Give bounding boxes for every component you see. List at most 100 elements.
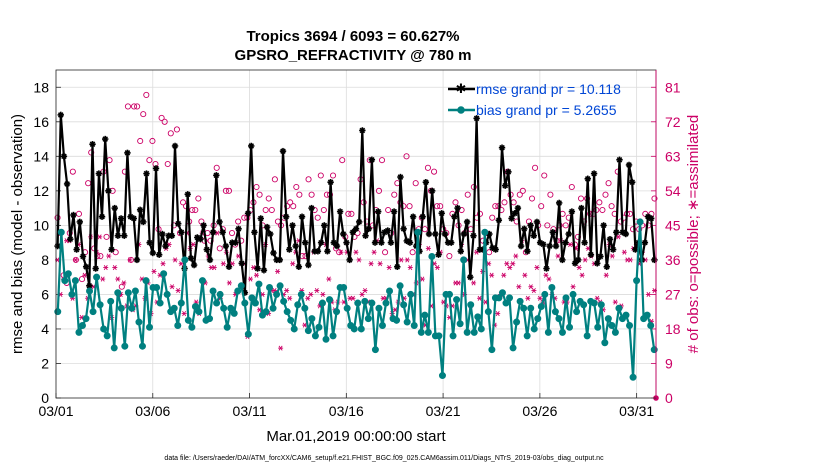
rmse-point — [222, 242, 230, 250]
obs-assimilated-marker — [645, 291, 651, 297]
asterisk-stroke — [182, 311, 187, 317]
obs-assimilated-marker — [425, 245, 431, 251]
y-tick-label: 8 — [41, 252, 49, 268]
star-stroke — [184, 191, 191, 198]
obs-assimilated-marker — [570, 284, 576, 290]
bias-point — [551, 308, 559, 316]
asterisk-stroke — [305, 295, 310, 301]
rmse-point — [146, 239, 153, 246]
rmse-point — [133, 256, 141, 264]
asterisk-stroke — [260, 291, 265, 297]
bias-point — [456, 320, 464, 328]
asterisk-stroke — [420, 276, 425, 282]
rmse-point — [270, 249, 277, 257]
bias-point — [594, 323, 602, 331]
bias-point — [322, 335, 330, 343]
star-stroke — [432, 231, 439, 237]
star-stroke — [384, 227, 391, 234]
obs-assimilated-marker — [579, 272, 585, 278]
legend-bias-marker — [457, 106, 465, 114]
obs-possible-marker — [516, 191, 523, 198]
asterisk-stroke — [546, 276, 551, 282]
rmse-point — [130, 215, 137, 222]
asterisk-stroke — [170, 284, 175, 290]
star-stroke — [629, 179, 635, 186]
rmse-point — [197, 235, 204, 243]
star-stroke — [632, 246, 639, 253]
rmse-point — [597, 253, 604, 260]
asterisk-stroke — [393, 307, 398, 313]
obs-assimilated-marker — [190, 241, 196, 248]
star-stroke — [454, 205, 461, 211]
obs-assimilated-marker — [615, 234, 621, 240]
rmse-point — [171, 142, 179, 150]
rmse-point — [457, 248, 464, 255]
bias-point — [206, 315, 214, 323]
asterisk-stroke — [251, 265, 256, 271]
star-stroke — [372, 239, 378, 246]
asterisk-stroke — [571, 284, 576, 290]
legend-rmse-marker: ✱ — [456, 81, 467, 96]
obs-possible-marker — [492, 203, 499, 210]
star-stroke — [623, 231, 629, 237]
rmse-point — [387, 239, 395, 246]
star-stroke — [105, 188, 112, 194]
obs-assimilated-marker — [97, 234, 103, 240]
rmse-point — [578, 204, 585, 212]
obs-assimilated-marker — [434, 265, 440, 271]
asterisk-stroke — [577, 265, 582, 271]
bias-point — [100, 325, 108, 333]
bias-point — [350, 325, 358, 333]
star-stroke — [489, 245, 496, 251]
obs-assimilated-marker — [247, 276, 253, 282]
rmse-point — [511, 210, 518, 217]
obs-assimilated-marker — [510, 261, 516, 267]
bias-point — [318, 299, 326, 307]
bias-point — [138, 342, 146, 350]
x-axis-label: Mar.01,2019 00:00:00 start — [266, 428, 446, 445]
bias-point — [558, 328, 566, 336]
obs-possible-marker — [271, 176, 278, 183]
star-stroke — [277, 257, 283, 263]
rmse-point — [73, 246, 80, 253]
star-stroke — [264, 224, 270, 230]
star-stroke — [315, 248, 321, 255]
asterisk-stroke — [354, 249, 358, 255]
obs-assimilated-marker — [211, 265, 217, 271]
rmse-point — [60, 153, 68, 160]
asterisk-stroke — [203, 280, 208, 286]
obs-possible-marker — [501, 199, 508, 206]
obs-assimilated-marker — [471, 280, 477, 286]
bias-point — [460, 256, 468, 264]
obs-assimilated-marker — [254, 272, 260, 278]
bias-point — [304, 327, 312, 335]
bias-point — [555, 315, 563, 323]
rmse-point — [498, 144, 506, 151]
obs-assimilated-marker — [386, 265, 392, 271]
star-stroke — [235, 226, 242, 232]
rmse-point — [184, 191, 191, 198]
obs-possible-marker — [348, 210, 355, 217]
rmse-point — [565, 230, 572, 238]
obs-assimilated-marker — [103, 265, 109, 271]
asterisk-stroke — [308, 291, 313, 297]
rmse-point — [435, 251, 442, 258]
rmse-point — [117, 215, 125, 222]
star-stroke — [156, 251, 162, 258]
bias-point — [124, 289, 132, 297]
rmse-point — [460, 230, 468, 238]
bias-point — [110, 344, 118, 352]
asterisk-stroke — [435, 265, 440, 271]
asterisk-stroke — [378, 261, 383, 267]
asterisk-stroke — [595, 295, 600, 301]
rmse-point — [394, 263, 401, 270]
asterisk-stroke — [152, 268, 156, 274]
asterisk-stroke — [583, 257, 588, 263]
star-stroke — [597, 253, 604, 260]
star-stroke — [118, 215, 124, 222]
right-tick-label: 45 — [665, 217, 681, 233]
star-stroke — [451, 213, 458, 220]
right-tick-label: 63 — [665, 148, 681, 164]
asterisk-stroke — [580, 272, 585, 278]
bias-point — [410, 321, 418, 329]
